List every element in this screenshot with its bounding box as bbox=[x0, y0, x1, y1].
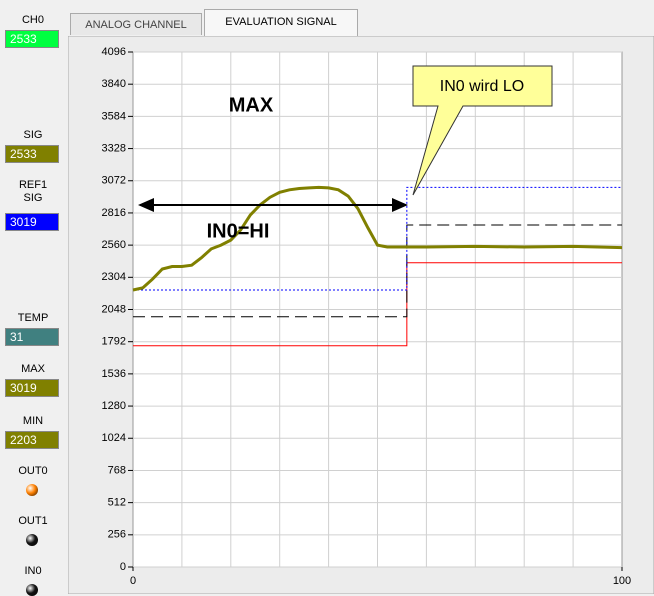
annotation: MAX bbox=[229, 94, 274, 116]
y-tick-label: 256 bbox=[108, 529, 126, 541]
display-label: MIN bbox=[22, 415, 44, 427]
y-tick-label: 768 bbox=[108, 464, 126, 476]
series-line bbox=[133, 224, 622, 318]
display-value: 2203 bbox=[5, 431, 59, 449]
callout-text: IN0 wird LO bbox=[440, 78, 524, 95]
display-label: SIG bbox=[23, 129, 43, 141]
series-line bbox=[133, 186, 622, 291]
led bbox=[26, 534, 38, 546]
callout bbox=[412, 65, 553, 196]
display-value: 3019 bbox=[5, 213, 59, 231]
arrowhead bbox=[392, 198, 408, 212]
tab[interactable]: ANALOG CHANNEL bbox=[70, 13, 202, 35]
y-tick-label: 3584 bbox=[102, 110, 126, 122]
led bbox=[26, 584, 38, 596]
y-tick-label: 2048 bbox=[102, 303, 126, 315]
led-label: OUT1 bbox=[18, 515, 48, 527]
y-tick-label: 4096 bbox=[102, 46, 126, 58]
display-label: REF1 SIG bbox=[18, 179, 48, 204]
y-tick-label: 3840 bbox=[102, 78, 126, 90]
arrowhead bbox=[138, 198, 154, 212]
y-tick-label: 0 bbox=[120, 561, 126, 573]
y-tick-label: 1536 bbox=[102, 368, 126, 380]
series-line bbox=[133, 262, 622, 347]
series-line bbox=[132, 185, 623, 292]
chart: 0 256 512 768 1024 1280 1536 1792 2048 2304 2560 28… bbox=[68, 36, 654, 594]
y-tick-label: 1792 bbox=[102, 336, 126, 348]
y-tick-label: 1280 bbox=[102, 400, 126, 412]
y-tick-label: 3072 bbox=[102, 175, 126, 187]
y-tick-label: 2304 bbox=[102, 271, 126, 283]
y-tick-label: 2816 bbox=[102, 207, 126, 219]
y-tick-label: 2560 bbox=[102, 239, 126, 251]
y-tick-label: 1024 bbox=[102, 432, 126, 444]
display-value: 2533 bbox=[5, 145, 59, 163]
led bbox=[26, 484, 38, 496]
display-value: 2533 bbox=[5, 30, 59, 48]
display-label: MAX bbox=[21, 363, 45, 375]
display-value: 31 bbox=[5, 328, 59, 346]
tab-active[interactable]: EVALUATION SIGNAL bbox=[204, 9, 358, 36]
y-tick-label: 3328 bbox=[102, 142, 126, 154]
annotation: IN0=HI bbox=[207, 220, 270, 242]
display-label: TEMP bbox=[17, 312, 49, 324]
x-tick-label: 100 bbox=[613, 575, 631, 587]
y-tick-label: 512 bbox=[108, 497, 126, 509]
x-tick-label: 0 bbox=[130, 575, 136, 587]
display-label: CH0 bbox=[21, 14, 44, 26]
led-label: IN0 bbox=[24, 565, 42, 577]
display-value: 3019 bbox=[5, 379, 59, 397]
led-label: OUT0 bbox=[18, 465, 48, 477]
